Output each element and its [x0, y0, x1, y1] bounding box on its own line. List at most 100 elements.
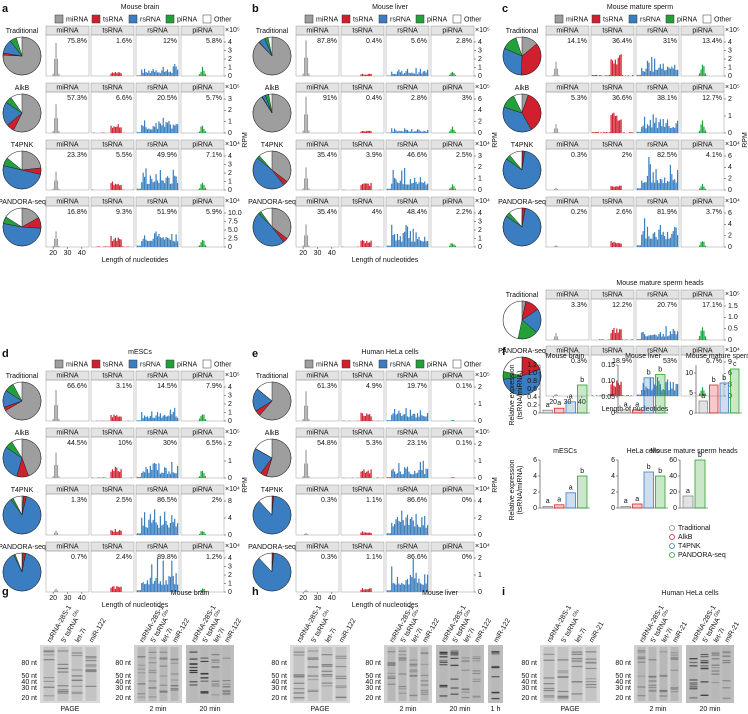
x-tick-label: 40	[578, 399, 586, 406]
histogram-bar	[56, 180, 59, 190]
histogram-bar	[165, 236, 167, 247]
lane-label: miR-122	[474, 617, 493, 644]
histogram-bar	[614, 186, 616, 190]
pie-slice	[2, 36, 42, 76]
histogram-bar	[154, 462, 156, 478]
histogram-bar	[162, 415, 164, 421]
histogram-bar	[676, 69, 679, 76]
histogram-bar	[54, 590, 56, 592]
histogram	[96, 414, 129, 421]
pie-slice	[2, 165, 41, 190]
histogram-bar	[146, 416, 149, 421]
chart-title: Mouse liver	[625, 353, 661, 360]
percent-label: 49.9%	[157, 152, 177, 159]
gel-band	[670, 654, 679, 656]
histogram-bar	[591, 132, 594, 133]
histogram-bar	[611, 60, 614, 76]
legend-swatch	[304, 359, 314, 369]
histogram	[52, 231, 60, 247]
box-frame	[430, 550, 475, 593]
gel-lane	[222, 647, 231, 701]
gel-band	[307, 690, 319, 692]
gel-band	[293, 674, 305, 676]
gel-band	[670, 687, 679, 689]
row-label: AlkB	[265, 85, 280, 92]
y-tick-label: 2	[228, 56, 232, 63]
histogram-bar	[111, 127, 114, 133]
histogram-bar	[418, 182, 420, 190]
histogram	[636, 56, 679, 76]
histogram-bar	[664, 126, 666, 133]
scale-label: ×10⁵	[475, 27, 490, 34]
y-tick-label: 2	[478, 515, 482, 522]
gel-band	[648, 684, 657, 686]
histogram-bar	[201, 240, 204, 247]
gel-band	[461, 661, 470, 663]
histogram-bar	[175, 526, 177, 535]
gel-band	[170, 679, 179, 681]
histogram	[360, 531, 372, 535]
legend-label: Traditional	[678, 525, 711, 532]
histogram-bar	[139, 188, 141, 190]
histogram-bar	[675, 69, 677, 76]
histogram-bar	[116, 126, 118, 133]
histogram-bar	[648, 389, 650, 396]
histogram-bar	[369, 588, 371, 592]
histogram-bar	[641, 180, 643, 190]
histogram	[341, 240, 379, 247]
histogram-bar	[611, 242, 614, 247]
histogram-bar	[148, 472, 150, 478]
histogram	[360, 73, 372, 76]
histogram-bar	[405, 517, 407, 535]
histogram-bar	[158, 527, 160, 535]
histogram-bar	[54, 532, 56, 535]
histogram-bar	[174, 584, 176, 592]
histogram-bar	[401, 241, 403, 247]
y-tick-label: 4	[728, 39, 732, 46]
histogram	[610, 241, 622, 247]
gel-band	[398, 659, 407, 661]
gel-band	[170, 659, 179, 661]
histogram-bar	[138, 476, 140, 478]
histogram-bar	[203, 184, 205, 190]
y-tick-label: 0	[478, 589, 482, 596]
histogram-bar	[136, 533, 139, 535]
gel-band	[670, 656, 679, 659]
percent-label: 38.1%	[657, 95, 677, 102]
gel-band	[159, 691, 168, 693]
histogram-bar	[172, 169, 174, 190]
gel-lane	[43, 647, 55, 701]
histogram-bar	[419, 410, 421, 421]
gel-band	[659, 675, 668, 678]
histogram-bar	[360, 532, 362, 535]
histogram-bar	[386, 420, 389, 421]
lane-label-superscript: Glu	[161, 609, 170, 619]
histogram-bar	[642, 182, 644, 190]
histogram-bar	[639, 131, 641, 133]
box-frame	[45, 436, 90, 479]
histogram-bar	[364, 472, 366, 478]
y-tick-label: 1	[478, 235, 482, 242]
histogram-bar	[621, 395, 624, 396]
histogram-bar	[411, 241, 413, 247]
histogram-bar	[120, 73, 122, 76]
size-marker: 50 nt	[521, 673, 537, 680]
histogram-bar	[306, 178, 309, 190]
histogram-bar	[361, 183, 364, 190]
y-tick-label: 0	[533, 505, 537, 512]
histogram-bar	[599, 75, 601, 76]
histogram-bar	[416, 472, 419, 478]
y-tick-label: 1	[728, 64, 732, 71]
histogram-bar	[52, 245, 54, 247]
y-tick-label: 0	[533, 410, 537, 417]
lane-label: let-7i	[74, 627, 88, 644]
histogram-bar	[419, 583, 421, 592]
lane-label-superscript: Glu	[213, 609, 222, 619]
histogram-bar	[151, 178, 153, 190]
histogram-bar	[703, 390, 705, 396]
gel-band	[585, 667, 597, 670]
histogram-bar	[203, 70, 205, 76]
gel-band	[637, 652, 646, 654]
histogram-bar	[364, 532, 366, 535]
histogram-bar	[120, 469, 122, 478]
